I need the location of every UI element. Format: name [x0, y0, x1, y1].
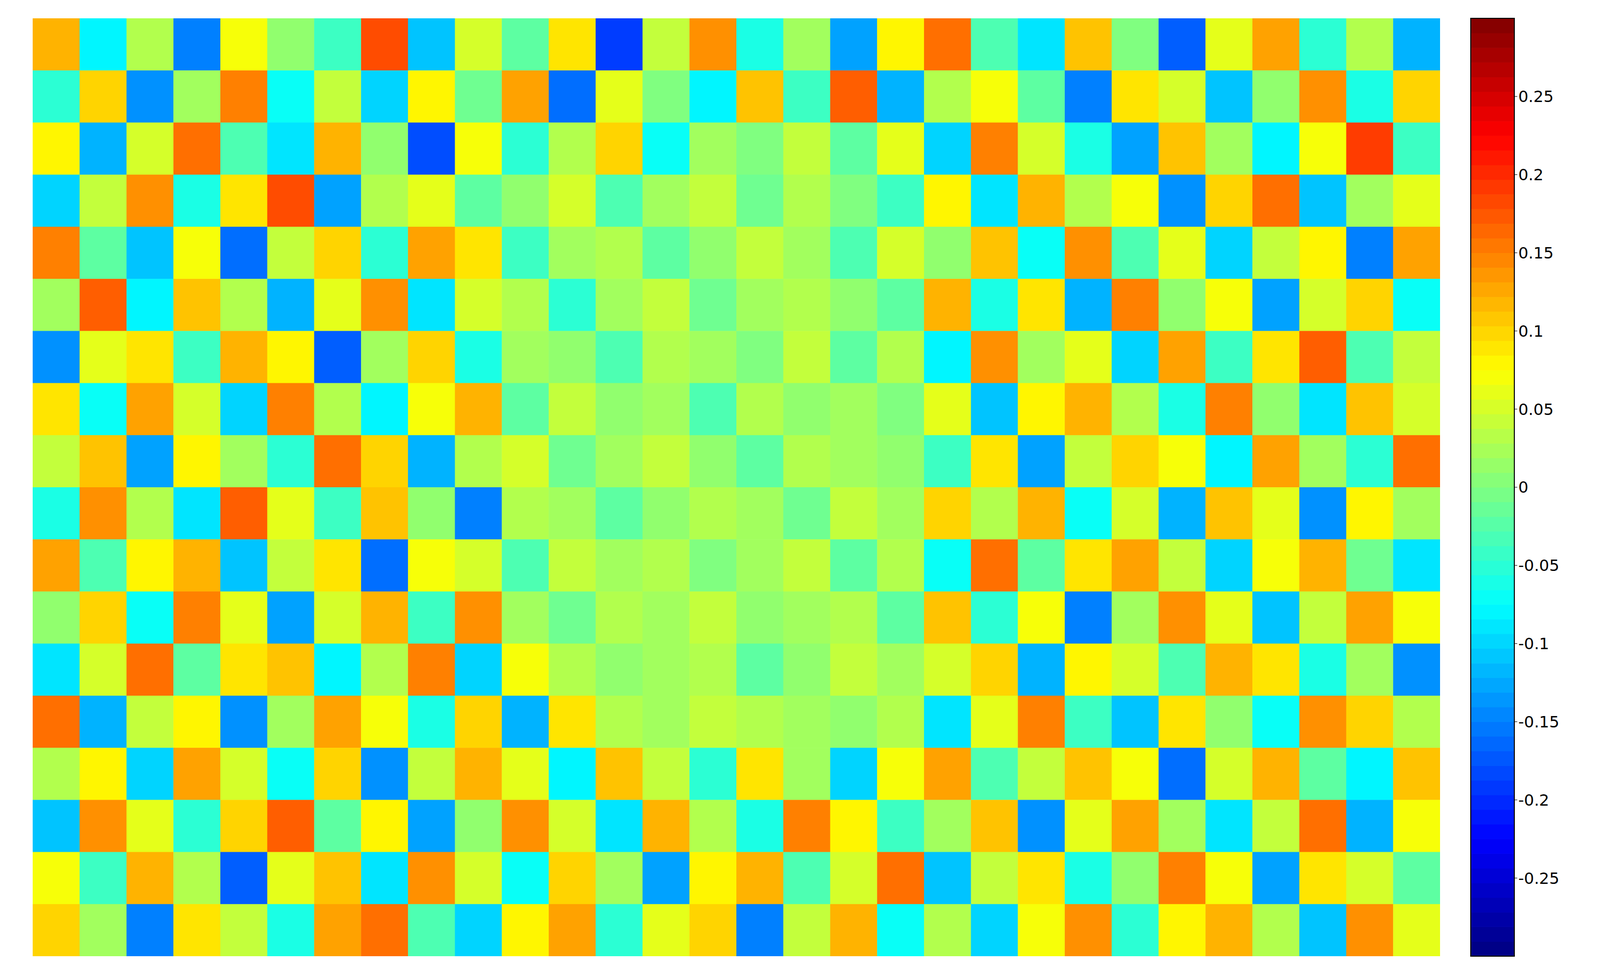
- svg-text:0.25: 0.25: [1518, 87, 1554, 106]
- svg-text:-0.1: -0.1: [1518, 634, 1549, 654]
- svg-text:0: 0: [1518, 477, 1529, 497]
- svg-text:0.15: 0.15: [1518, 243, 1554, 263]
- svg-text:-0.25: -0.25: [1518, 869, 1560, 888]
- svg-text:-0.05: -0.05: [1518, 556, 1560, 575]
- svg-text:0.2: 0.2: [1518, 165, 1544, 185]
- svg-text:0.05: 0.05: [1518, 400, 1554, 419]
- svg-text:0.1: 0.1: [1518, 321, 1544, 341]
- svg-text:-0.15: -0.15: [1518, 712, 1560, 732]
- svg-text:-0.2: -0.2: [1518, 790, 1549, 810]
